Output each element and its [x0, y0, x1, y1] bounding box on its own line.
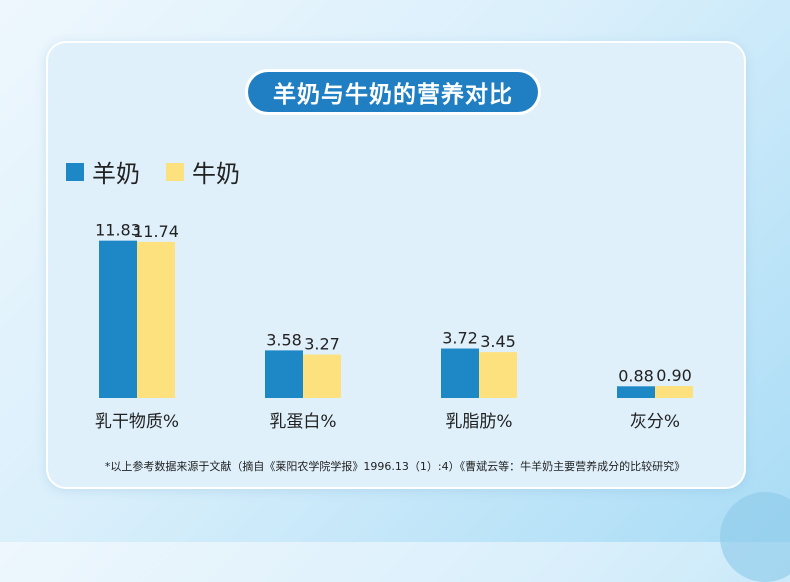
value-label-dry-matter-cow-milk: 11.74 — [133, 222, 179, 241]
category-label-fat: 乳脂肪% — [445, 412, 512, 432]
source-footnote: *以上参考数据来源于文献（摘自《莱阳农学院学报》1996.13（1）:4）《曹斌… — [104, 460, 686, 473]
bar-protein-cow-milk — [303, 354, 341, 398]
bar-ash-cow-milk — [655, 386, 693, 398]
value-label-ash-cow-milk: 0.90 — [656, 366, 692, 385]
value-label-protein-cow-milk: 3.27 — [304, 335, 340, 354]
value-label-ash-goat-milk: 0.88 — [618, 366, 654, 385]
legend-label-goat-milk: 羊奶 — [92, 160, 140, 188]
value-label-dry-matter-goat-milk: 11.83 — [95, 221, 141, 240]
chart-title: 羊奶与牛奶的营养对比 — [248, 72, 538, 112]
chart-legend: 羊奶 牛奶 — [66, 154, 266, 189]
category-label-ash: 灰分% — [630, 412, 680, 432]
category-label-dry-matter: 乳干物质% — [95, 412, 179, 432]
bar-fat-goat-milk — [441, 348, 479, 398]
bar-dry-matter-cow-milk — [137, 241, 175, 398]
legend-swatch-cow-milk — [166, 162, 184, 181]
legend-item-goat-milk: 羊奶 — [66, 154, 140, 189]
bar-protein-goat-milk — [265, 350, 303, 398]
bar-ash-goat-milk — [617, 386, 655, 398]
bar-dry-matter-goat-milk — [99, 240, 137, 398]
bar-fat-cow-milk — [479, 352, 517, 398]
legend-label-cow-milk: 牛奶 — [192, 160, 240, 188]
legend-swatch-goat-milk — [66, 162, 84, 181]
legend-item-cow-milk: 牛奶 — [166, 154, 240, 189]
category-label-protein: 乳蛋白% — [269, 412, 336, 432]
value-label-fat-goat-milk: 3.72 — [442, 329, 478, 348]
value-label-fat-cow-milk: 3.45 — [480, 332, 516, 351]
value-label-protein-goat-milk: 3.58 — [266, 330, 302, 349]
